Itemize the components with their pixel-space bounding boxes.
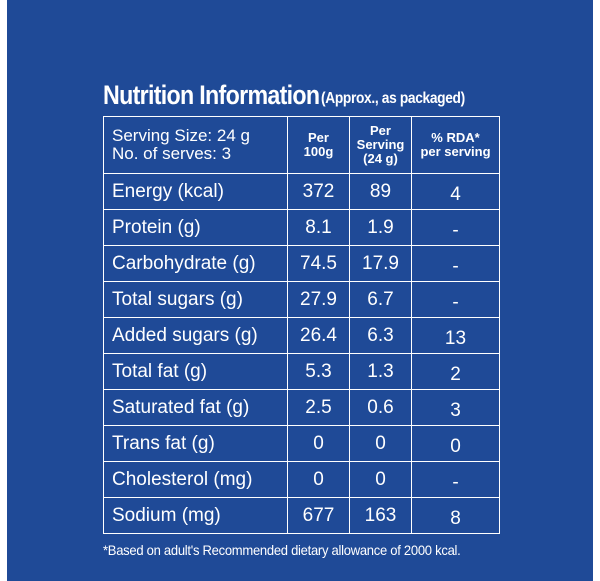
per-100g-header: Per 100g (287, 116, 350, 174)
table-row: Carbohydrate (g) 74.5 17.9 - (103, 245, 500, 282)
per-serving-header: Per Serving (24 g) (349, 116, 412, 174)
title-row: Nutrition Information (Approx., as packa… (103, 72, 499, 110)
table-row: Saturated fat (g) 2.5 0.6 3 (103, 389, 500, 426)
per-100g-value: 372 (287, 173, 350, 210)
table-row: Total fat (g) 5.3 1.3 2 (103, 353, 500, 390)
nutrient-name: Saturated fat (g) (103, 389, 288, 426)
rda-header: % RDA* per serving (411, 116, 500, 174)
per-serving-header-line1: Per Serving (356, 123, 405, 152)
rda-value: 8 (411, 497, 500, 534)
table-row: Cholesterol (mg) 0 0 - (103, 461, 500, 498)
per-serving-value: 1.9 (349, 209, 412, 246)
serving-size: Serving Size: 24 g (112, 126, 250, 145)
nutrient-name: Carbohydrate (g) (103, 245, 288, 282)
table-row: Energy (kcal) 372 89 4 (103, 173, 500, 210)
per-100g-value: 74.5 (287, 245, 350, 282)
nutrient-name: Trans fat (g) (103, 425, 288, 462)
per-serving-value: 17.9 (349, 245, 412, 282)
per-serving-value: 1.3 (349, 353, 412, 390)
table-row: Trans fat (g) 0 0 0 (103, 425, 500, 462)
per-serving-value: 6.7 (349, 281, 412, 318)
label-title: Nutrition Information (103, 80, 320, 110)
per-100g-value: 26.4 (287, 317, 350, 354)
table-row: Protein (g) 8.1 1.9 - (103, 209, 500, 246)
nutrition-table: Serving Size: 24 g No. of serves: 3 Per … (103, 116, 500, 534)
per-100g-value: 2.5 (287, 389, 350, 426)
per-serving-value: 0 (349, 425, 412, 462)
rda-value: 2 (411, 353, 500, 390)
nutrient-name: Sodium (mg) (103, 497, 288, 534)
rda-header-line2: per serving (420, 144, 491, 159)
per-100g-value: 0 (287, 461, 350, 498)
per-100g-header-line2: 100g (303, 144, 334, 159)
per-serving-value: 0 (349, 461, 412, 498)
nutrient-name: Total sugars (g) (103, 281, 288, 318)
table-row: Sodium (mg) 677 163 8 (103, 497, 500, 534)
table-header-row: Serving Size: 24 g No. of serves: 3 Per … (103, 116, 500, 174)
per-100g-header-line1: Per (308, 130, 329, 145)
per-serving-value: 89 (349, 173, 412, 210)
rda-value: 0 (411, 425, 500, 462)
per-serving-header-line2: (24 g) (363, 151, 398, 166)
nutrition-label: Nutrition Information (Approx., as packa… (103, 72, 500, 558)
rda-value: 4 (411, 173, 500, 210)
rda-value: - (411, 209, 500, 246)
per-100g-value: 27.9 (287, 281, 350, 318)
per-serving-value: 163 (349, 497, 412, 534)
rda-value: - (411, 245, 500, 282)
serving-info-cell: Serving Size: 24 g No. of serves: 3 (103, 116, 288, 174)
per-100g-value: 677 (287, 497, 350, 534)
per-100g-value: 0 (287, 425, 350, 462)
rda-value: - (411, 281, 500, 318)
table-row: Added sugars (g) 26.4 6.3 13 (103, 317, 500, 354)
rda-header-line1: % RDA* (431, 130, 480, 145)
rda-value: - (411, 461, 500, 498)
label-subtitle: (Approx., as packaged) (320, 90, 465, 107)
nutrient-name: Protein (g) (103, 209, 288, 246)
table-row: Total sugars (g) 27.9 6.7 - (103, 281, 500, 318)
per-serving-value: 6.3 (349, 317, 412, 354)
nutrient-name: Added sugars (g) (103, 317, 288, 354)
nutrient-name: Energy (kcal) (103, 173, 288, 210)
number-of-serves: No. of serves: 3 (112, 144, 232, 163)
per-100g-value: 5.3 (287, 353, 350, 390)
per-100g-value: 8.1 (287, 209, 350, 246)
per-serving-value: 0.6 (349, 389, 412, 426)
rda-footnote: *Based on adult's Recommended dietary al… (103, 542, 461, 558)
nutrient-name: Cholesterol (mg) (103, 461, 288, 498)
nutrient-name: Total fat (g) (103, 353, 288, 390)
rda-value: 3 (411, 389, 500, 426)
rda-value: 13 (411, 317, 500, 354)
